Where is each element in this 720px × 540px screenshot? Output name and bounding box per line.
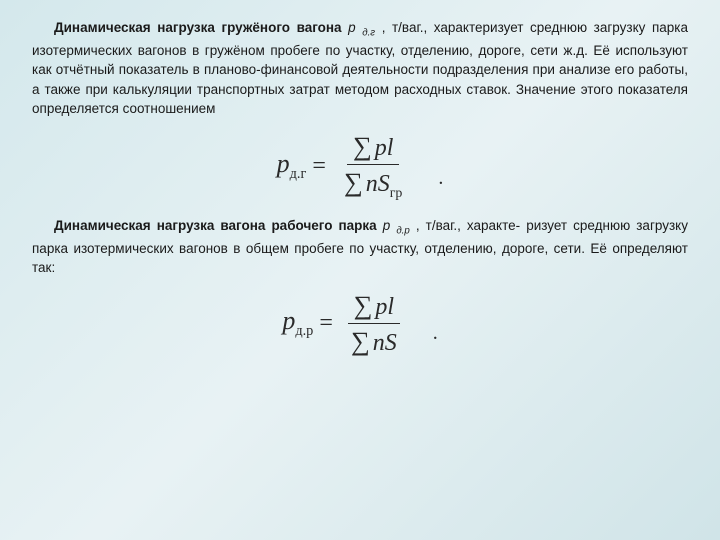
para1-var: p д.г [348, 20, 382, 35]
paragraph-2: Динамическая нагрузка вагона рабочего па… [32, 216, 688, 278]
para1-intro: Динамическая нагрузка гружёного вагона [54, 20, 342, 35]
formula1-fraction: ∑pl ∑nSгр [338, 131, 409, 202]
equals-sign: = [312, 153, 326, 180]
para2-unit: , т/ваг., характе- [416, 218, 520, 233]
formula2-period: . [433, 322, 438, 357]
sigma-icon: ∑ [351, 326, 370, 356]
formula2-num-expr: pl [375, 294, 394, 320]
formula1-lhs-sym: p [277, 149, 290, 178]
formula-1: pд.г = ∑pl ∑nSгр . [32, 131, 688, 202]
equals-sign: = [319, 310, 333, 337]
formula2-numerator: ∑pl [348, 290, 401, 324]
formula1-den-expr: nS [366, 171, 390, 197]
formula2-lhs-sub: д.р [295, 323, 313, 339]
formula2-lhs-sym: p [282, 306, 295, 335]
para1-var-sym: p [348, 20, 356, 35]
paragraph-1: Динамическая нагрузка гружёного вагона p… [32, 18, 688, 119]
para2-var: p д.р [383, 218, 416, 233]
formula1-num-expr: pl [375, 135, 394, 161]
formula2-den-expr: nS [373, 330, 397, 356]
formula2-denominator: ∑nS [345, 324, 403, 357]
formula-2: pд.р = ∑pl ∑nS . [32, 290, 688, 357]
sigma-icon: ∑ [344, 167, 363, 197]
formula1-denominator: ∑nSгр [338, 165, 409, 202]
para2-var-sym: p [383, 218, 391, 233]
para2-var-sub: д.р [396, 226, 409, 237]
formula1-numerator: ∑pl [347, 131, 400, 165]
formula1-lhs-sub: д.г [290, 167, 307, 183]
sigma-icon: ∑ [354, 290, 373, 320]
para2-intro: Динамическая нагрузка вагона рабочего па… [54, 218, 377, 233]
sigma-icon: ∑ [353, 131, 372, 161]
formula1-period: . [438, 167, 443, 202]
para1-var-sub: д.г [362, 28, 375, 39]
para1-unit: , т/ваг., характеризует [382, 20, 524, 35]
formula1-den-sub: гр [390, 186, 403, 201]
formula2-fraction: ∑pl ∑nS [345, 290, 403, 357]
formula1-lhs: pд.г [277, 149, 307, 183]
formula2-lhs: pд.р [282, 306, 313, 340]
